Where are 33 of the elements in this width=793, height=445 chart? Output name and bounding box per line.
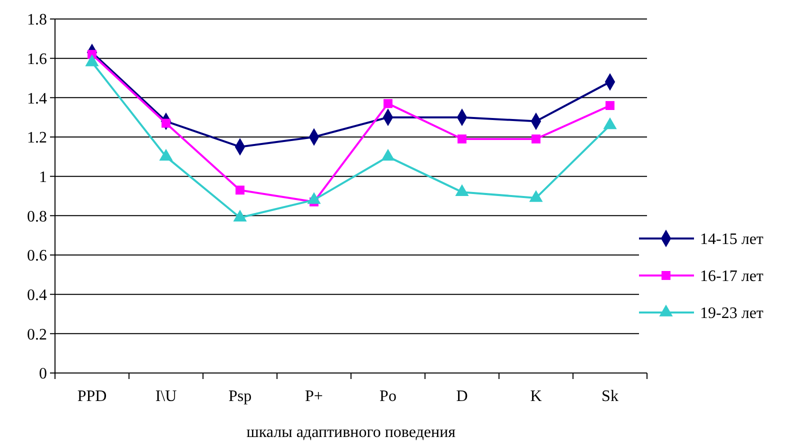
point [159,148,173,161]
x-tick-label: D [456,388,468,405]
legend-label: 16-17 лет [700,268,764,286]
y-tick-label: 0.2 [27,326,47,344]
x-axis-title: шкалы адаптивного поведения [246,424,456,441]
y-tick-label: 0.4 [27,286,47,304]
x-tick-label: I\U [155,388,178,405]
point [384,99,392,108]
y-tick-label: 1 [39,168,47,186]
y-tick-label: 1.2 [27,130,47,147]
legend-label: 19-23 лет [700,305,764,322]
point [455,184,469,196]
y-tick-label: 0.8 [27,208,47,226]
x-tick-label: P+ [305,388,323,405]
y-tick-label: 0.6 [27,248,47,265]
y-tick-label: 1.4 [27,90,47,108]
point [307,192,321,204]
y-tick-label: 1.8 [27,12,47,29]
point [233,210,247,222]
point [236,186,244,195]
y-tick-label: 0 [39,366,47,383]
x-tick-label: Psp [228,388,252,405]
point [606,101,614,110]
x-tick-label: Po [380,388,396,405]
point [532,134,540,144]
point [458,134,466,144]
point [381,148,395,161]
point [529,190,543,202]
x-tick-label: K [530,388,542,405]
y-tick-label: 1.6 [27,50,47,68]
x-tick-label: Sk [602,388,618,405]
x-tick-label: PPD [77,388,107,405]
legend-label: 14-15 лет [700,231,764,248]
